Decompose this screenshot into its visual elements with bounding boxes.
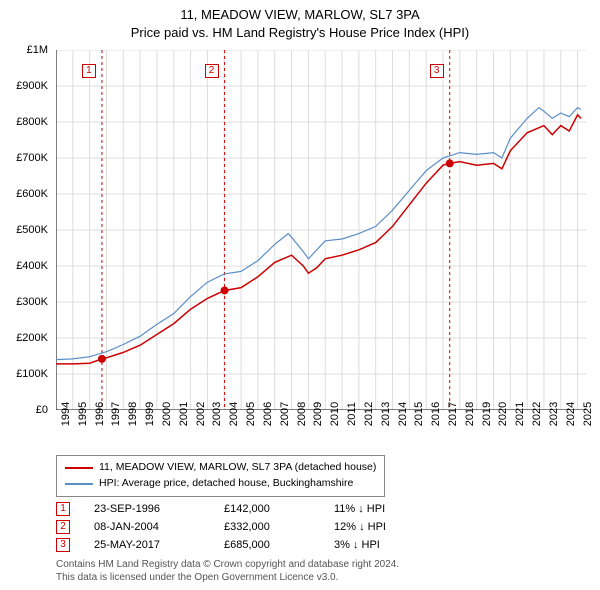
y-axis-labels: £0£100K£200K£300K£400K£500K£600K£700K£80… (0, 50, 52, 410)
chart-container: 11, MEADOW VIEW, MARLOW, SL7 3PA Price p… (0, 0, 600, 590)
sales-marker-icon: 3 (56, 538, 70, 552)
title-block: 11, MEADOW VIEW, MARLOW, SL7 3PA Price p… (0, 0, 600, 42)
y-tick-label: £300K (0, 296, 48, 308)
sales-marker-icon: 2 (56, 520, 70, 534)
legend: 11, MEADOW VIEW, MARLOW, SL7 3PA (detach… (56, 455, 385, 497)
title-line-2: Price paid vs. HM Land Registry's House … (0, 24, 600, 42)
y-tick-label: £0 (0, 404, 48, 416)
sales-diff: 11% ↓ HPI (334, 503, 434, 515)
chart-area (56, 50, 586, 410)
x-tick-label: 2006 (262, 402, 274, 426)
x-tick-label: 2007 (279, 402, 291, 426)
x-tick-label: 2015 (413, 402, 425, 426)
sales-row: 3 25-MAY-2017£685,0003% ↓ HPI (56, 536, 434, 554)
legend-swatch-price (65, 467, 93, 469)
y-tick-label: £400K (0, 260, 48, 272)
chart-svg (56, 50, 586, 410)
sales-date: 23-SEP-1996 (94, 503, 224, 515)
y-tick-label: £1M (0, 44, 48, 56)
x-tick-label: 2025 (582, 402, 594, 426)
x-tick-label: 1996 (94, 402, 106, 426)
sales-date: 08-JAN-2004 (94, 521, 224, 533)
sales-row: 1 23-SEP-1996£142,00011% ↓ HPI (56, 500, 434, 518)
title-line-1: 11, MEADOW VIEW, MARLOW, SL7 3PA (0, 6, 600, 24)
sales-price: £332,000 (224, 521, 334, 533)
legend-label-hpi: HPI: Average price, detached house, Buck… (99, 476, 353, 492)
x-tick-label: 2021 (514, 402, 526, 426)
marker-box-2: 2 (205, 64, 219, 78)
sales-price: £685,000 (224, 539, 334, 551)
x-tick-label: 2020 (497, 402, 509, 426)
x-tick-label: 2023 (548, 402, 560, 426)
x-tick-label: 2005 (245, 402, 257, 426)
y-tick-label: £100K (0, 368, 48, 380)
x-tick-label: 2011 (346, 402, 358, 426)
x-tick-label: 1997 (110, 402, 122, 426)
x-tick-label: 2024 (565, 402, 577, 426)
x-tick-label: 2010 (329, 402, 341, 426)
sales-table: 1 23-SEP-1996£142,00011% ↓ HPI 2 08-JAN-200… (56, 500, 434, 554)
x-tick-label: 2012 (363, 402, 375, 426)
y-tick-label: £800K (0, 116, 48, 128)
marker-box-1: 1 (82, 64, 96, 78)
x-tick-label: 2002 (195, 402, 207, 426)
y-tick-label: £200K (0, 332, 48, 344)
sales-price: £142,000 (224, 503, 334, 515)
y-tick-label: £600K (0, 188, 48, 200)
x-axis-labels: 1994199519961997199819992000200120022003… (56, 414, 586, 454)
x-tick-label: 2016 (430, 402, 442, 426)
footer-note: Contains HM Land Registry data © Crown c… (56, 558, 399, 584)
x-tick-label: 2000 (161, 402, 173, 426)
x-tick-label: 2022 (531, 402, 543, 426)
x-tick-label: 2017 (447, 402, 459, 426)
sales-date: 25-MAY-2017 (94, 539, 224, 551)
x-tick-label: 2019 (481, 402, 493, 426)
x-tick-label: 2018 (464, 402, 476, 426)
x-tick-label: 2008 (296, 402, 308, 426)
x-tick-label: 1995 (77, 402, 89, 426)
x-tick-label: 1999 (144, 402, 156, 426)
y-tick-label: £900K (0, 80, 48, 92)
x-tick-label: 2009 (312, 402, 324, 426)
x-tick-label: 2004 (228, 402, 240, 426)
footer-line-2: This data is licensed under the Open Gov… (56, 571, 399, 584)
footer-line-1: Contains HM Land Registry data © Crown c… (56, 558, 399, 571)
y-tick-label: £700K (0, 152, 48, 164)
x-tick-label: 2014 (397, 402, 409, 426)
x-tick-label: 1994 (60, 402, 72, 426)
sales-marker-icon: 1 (56, 502, 70, 516)
legend-swatch-hpi (65, 483, 93, 485)
legend-row-price: 11, MEADOW VIEW, MARLOW, SL7 3PA (detach… (65, 460, 376, 476)
sales-row: 2 08-JAN-2004£332,00012% ↓ HPI (56, 518, 434, 536)
legend-row-hpi: HPI: Average price, detached house, Buck… (65, 476, 376, 492)
sales-diff: 12% ↓ HPI (334, 521, 434, 533)
marker-box-3: 3 (430, 64, 444, 78)
x-tick-label: 2013 (380, 402, 392, 426)
x-tick-label: 1998 (127, 402, 139, 426)
x-tick-label: 2003 (211, 402, 223, 426)
legend-label-price: 11, MEADOW VIEW, MARLOW, SL7 3PA (detach… (99, 460, 376, 476)
y-tick-label: £500K (0, 224, 48, 236)
x-tick-label: 2001 (178, 402, 190, 426)
sales-diff: 3% ↓ HPI (334, 539, 434, 551)
